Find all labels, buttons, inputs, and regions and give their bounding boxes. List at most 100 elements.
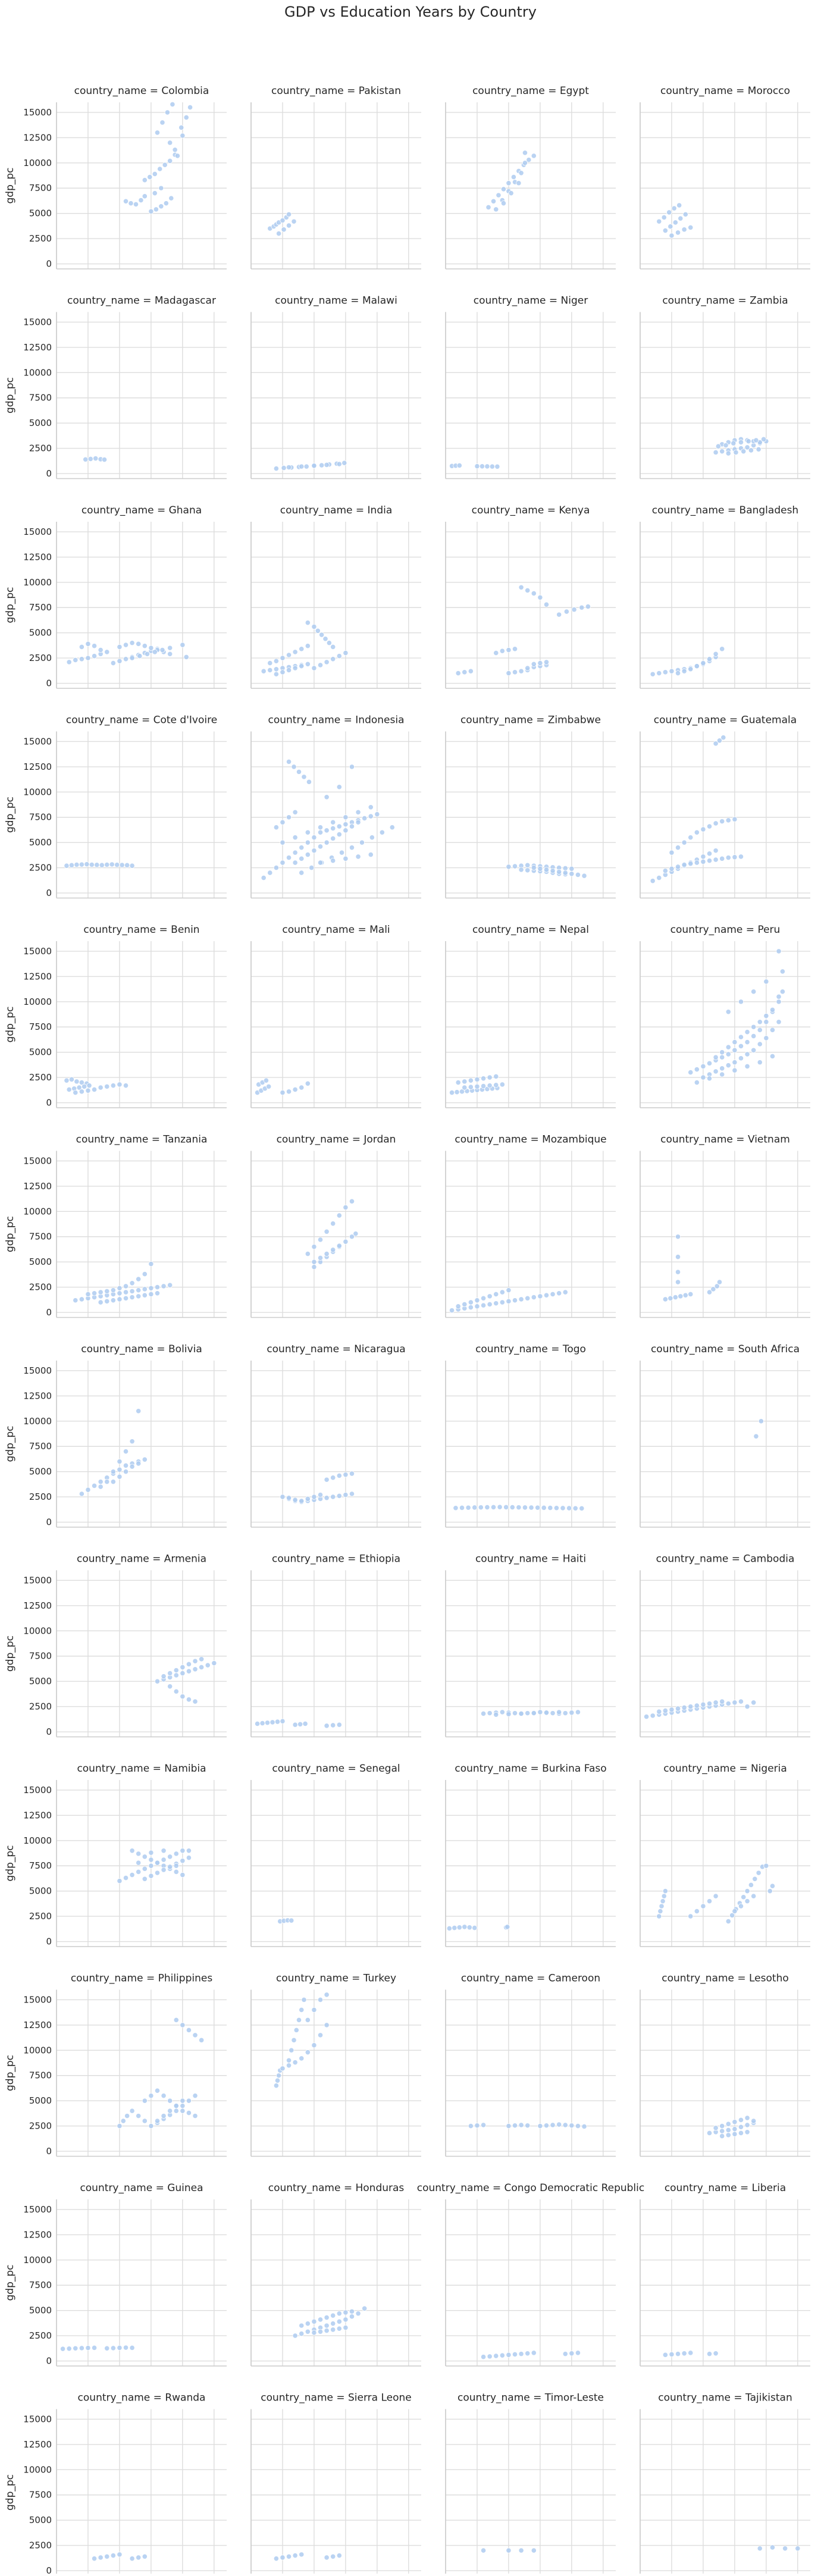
data-point: [719, 1066, 725, 1071]
data-point: [136, 1851, 142, 1857]
data-point: [543, 1292, 550, 1298]
data-point: [305, 620, 311, 626]
facet-panel: country_name = Pakistan: [250, 85, 421, 269]
data-point: [706, 823, 713, 829]
data-point: [713, 1068, 719, 1074]
data-point: [91, 2345, 98, 2351]
data-point: [738, 439, 744, 446]
data-point: [152, 649, 158, 655]
data-point: [694, 663, 700, 669]
data-point: [104, 2553, 110, 2559]
facet-panel: country_name = Turkey: [250, 1973, 421, 2157]
facet-panel: country_name = Jordan: [250, 1134, 421, 1318]
y-tick-label: 15000: [23, 316, 52, 327]
data-point: [317, 1255, 324, 1261]
data-point: [117, 658, 123, 664]
data-point: [322, 636, 328, 642]
data-point: [109, 861, 115, 867]
facet-title: country_name = Colombia: [74, 85, 209, 97]
data-point: [531, 661, 537, 667]
data-point: [104, 1298, 110, 1304]
data-point: [732, 2126, 738, 2132]
y-tick-label: 12500: [23, 1390, 52, 1401]
facet-panel: country_name = Nepal: [445, 924, 616, 1108]
data-point: [324, 828, 330, 833]
y-tick-label: 7500: [29, 2490, 52, 2500]
data-point: [311, 835, 317, 841]
facet-panel: country_name = India: [250, 504, 421, 689]
data-point: [286, 2063, 292, 2069]
data-point: [732, 854, 738, 860]
data-point: [456, 462, 462, 469]
data-point: [706, 1076, 713, 1082]
data-point: [91, 1483, 98, 1489]
data-point: [480, 1710, 487, 1717]
data-point: [339, 850, 345, 855]
data-point: [167, 1684, 173, 1690]
data-point: [522, 1505, 528, 1510]
data-point: [506, 1298, 512, 1304]
data-point: [299, 855, 305, 861]
data-point: [756, 1870, 762, 1876]
data-point: [362, 2305, 368, 2311]
data-point: [719, 1049, 725, 1055]
data-point: [758, 1418, 764, 1424]
data-point: [716, 738, 723, 744]
facet-panel: country_name = Peru: [640, 924, 810, 1108]
y-tick-label: 5000: [29, 2095, 52, 2106]
data-point: [732, 1909, 738, 1914]
data-point: [763, 979, 769, 985]
y-tick-label: 15000: [23, 1575, 52, 1585]
data-point: [324, 1723, 330, 1729]
data-point: [186, 1668, 192, 1674]
data-point: [138, 198, 144, 203]
data-point: [82, 1083, 87, 1089]
data-point: [681, 861, 687, 868]
data-point: [744, 1888, 750, 1894]
data-point: [543, 659, 550, 665]
data-point: [154, 1870, 161, 1876]
data-point: [681, 668, 687, 674]
data-point: [142, 2098, 148, 2104]
data-point: [343, 814, 349, 820]
data-point: [74, 861, 80, 868]
data-point: [650, 1713, 656, 1719]
data-point: [180, 642, 186, 648]
data-point: [688, 1291, 694, 1298]
data-point: [94, 862, 100, 868]
data-point: [725, 1044, 731, 1050]
data-point: [315, 628, 321, 634]
facet-title: country_name = Pakistan: [271, 85, 401, 97]
data-point: [123, 1295, 129, 1301]
data-point: [531, 2350, 537, 2356]
data-point: [455, 1303, 461, 1309]
data-point: [142, 1292, 148, 1298]
data-point: [205, 1662, 211, 1668]
data-point: [550, 1291, 556, 1298]
y-axis-label: gdp_pc: [4, 1425, 16, 1462]
data-point: [769, 1883, 776, 1889]
data-point: [688, 861, 694, 867]
y-tick-label: 2500: [29, 653, 52, 663]
data-point: [512, 1710, 518, 1716]
facet-panel: country_name = South Africa: [640, 1343, 810, 1528]
y-tick-label: 10000: [23, 2255, 52, 2265]
data-point: [292, 1497, 298, 1503]
data-point: [672, 220, 678, 225]
data-point: [343, 1492, 349, 1498]
data-point: [462, 1301, 468, 1308]
data-point: [276, 2073, 282, 2079]
data-point: [173, 2103, 179, 2109]
data-point: [343, 2309, 349, 2315]
data-point: [569, 866, 575, 872]
y-tick-label: 10000: [23, 577, 52, 588]
y-tick-label: 10000: [23, 1416, 52, 1427]
y-tick-label: 12500: [23, 2439, 52, 2450]
data-point: [158, 185, 164, 191]
data-point: [142, 1271, 148, 1277]
data-point: [725, 855, 731, 861]
data-point: [291, 2037, 297, 2043]
data-point: [547, 1505, 553, 1511]
data-point: [123, 1462, 129, 1469]
data-point: [487, 1301, 493, 1308]
